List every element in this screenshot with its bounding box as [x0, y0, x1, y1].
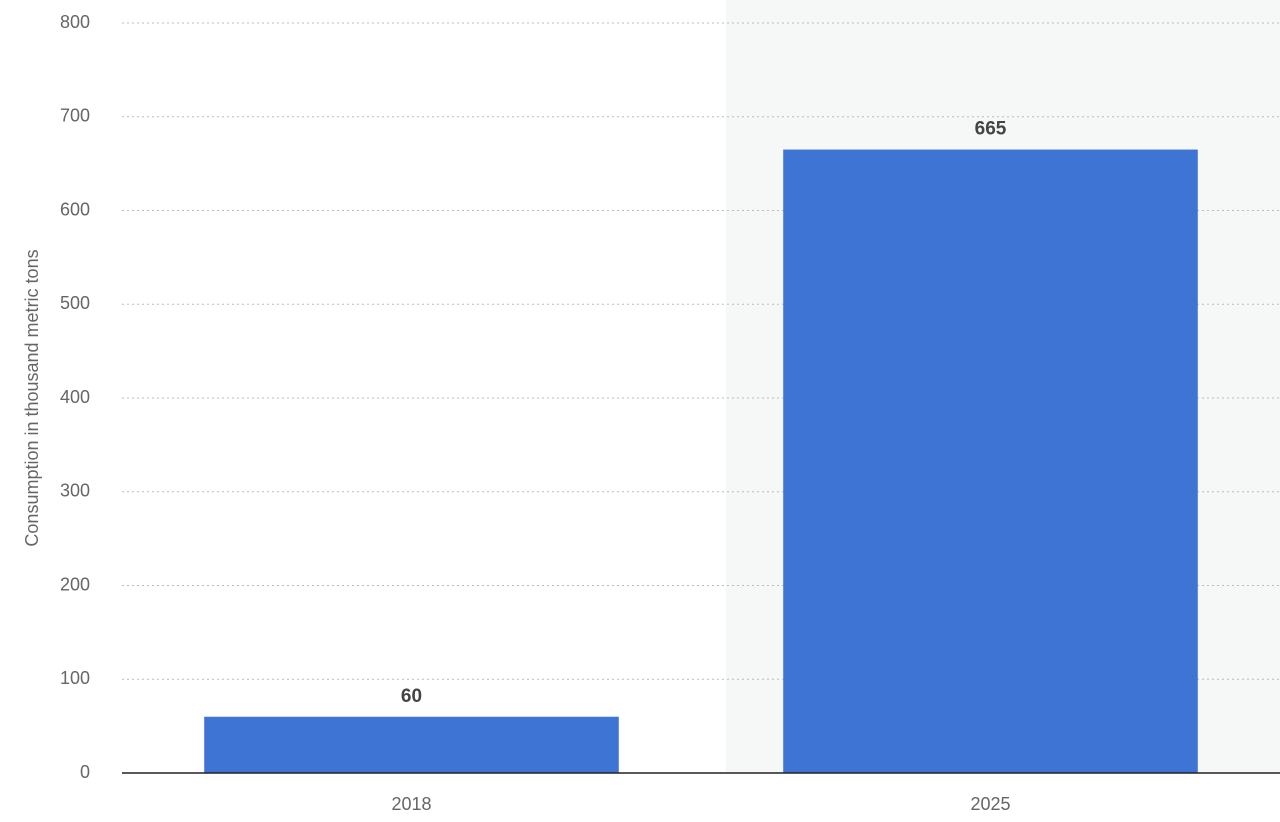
- value-label: 665: [975, 119, 1007, 140]
- y-tick-label: 500: [60, 293, 90, 313]
- y-tick-label: 400: [60, 387, 90, 407]
- y-axis-label: Consumption in thousand metric tons: [22, 249, 42, 546]
- bar: [204, 716, 619, 773]
- y-tick-label: 100: [60, 668, 90, 688]
- y-tick-label: 800: [60, 12, 90, 32]
- y-tick-label: 600: [60, 199, 90, 219]
- x-tick-label: 2018: [391, 794, 431, 814]
- y-tick-label: 700: [60, 106, 90, 126]
- x-tick-label: 2025: [970, 794, 1010, 814]
- y-tick-label: 300: [60, 481, 90, 501]
- y-tick-label: 0: [80, 762, 90, 782]
- value-label: 60: [401, 686, 422, 707]
- bar: [783, 149, 1198, 773]
- y-tick-label: 200: [60, 574, 90, 594]
